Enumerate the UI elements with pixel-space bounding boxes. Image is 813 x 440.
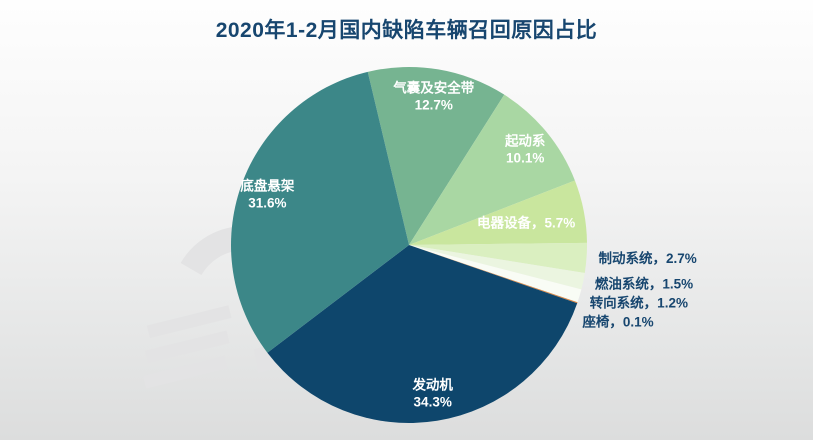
pie-label-1: 气囊及安全带 12.7%	[392, 80, 474, 113]
pie-slice-2[interactable]	[409, 94, 575, 246]
pie-label-7: 座椅，0.1%	[582, 313, 653, 329]
pie-slice-1[interactable]	[367, 67, 505, 245]
watermark-stripe	[146, 305, 232, 339]
pie-label-5: 燃油系统，1.5%	[595, 275, 693, 291]
pie-label-2: 起动系 10.1%	[504, 133, 546, 166]
pie-slice-4[interactable]	[409, 242, 588, 273]
pie-slice-5[interactable]	[409, 245, 585, 290]
pie-label-3: 电器设备，5.7%	[477, 214, 575, 230]
chart-title: 2020年1-2月国内缺陷车辆召回原因占比	[215, 19, 598, 42]
watermark-stripe	[144, 330, 230, 364]
pie-label-8: 发动机 34.3%	[411, 377, 453, 410]
watermark-stripe	[142, 355, 228, 389]
pie-slice-6[interactable]	[409, 245, 582, 303]
pie-slice-7[interactable]	[409, 245, 578, 304]
pie-label-6: 转向系统，1.2%	[590, 294, 688, 310]
pie-slice-8[interactable]	[267, 245, 578, 423]
pie-slice-9[interactable]	[231, 71, 409, 353]
pie-label-4: 制动系统，2.7%	[599, 250, 697, 266]
pie-label-9: 底盘悬架 31.6%	[240, 177, 294, 210]
pie-slice-3[interactable]	[409, 180, 587, 245]
